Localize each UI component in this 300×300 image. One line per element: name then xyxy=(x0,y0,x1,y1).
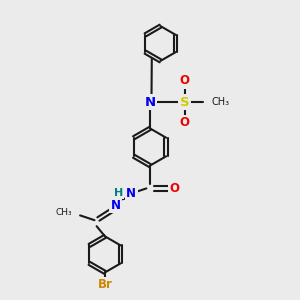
Text: O: O xyxy=(169,182,180,195)
Text: N: N xyxy=(144,95,156,109)
Text: CH₃: CH₃ xyxy=(56,208,72,217)
Text: O: O xyxy=(179,116,190,130)
Text: Br: Br xyxy=(98,278,112,292)
Text: CH₃: CH₃ xyxy=(212,97,230,107)
Text: H: H xyxy=(114,188,123,199)
Text: N: N xyxy=(110,199,121,212)
Text: O: O xyxy=(179,74,190,88)
Text: S: S xyxy=(180,95,189,109)
Text: N: N xyxy=(126,187,136,200)
